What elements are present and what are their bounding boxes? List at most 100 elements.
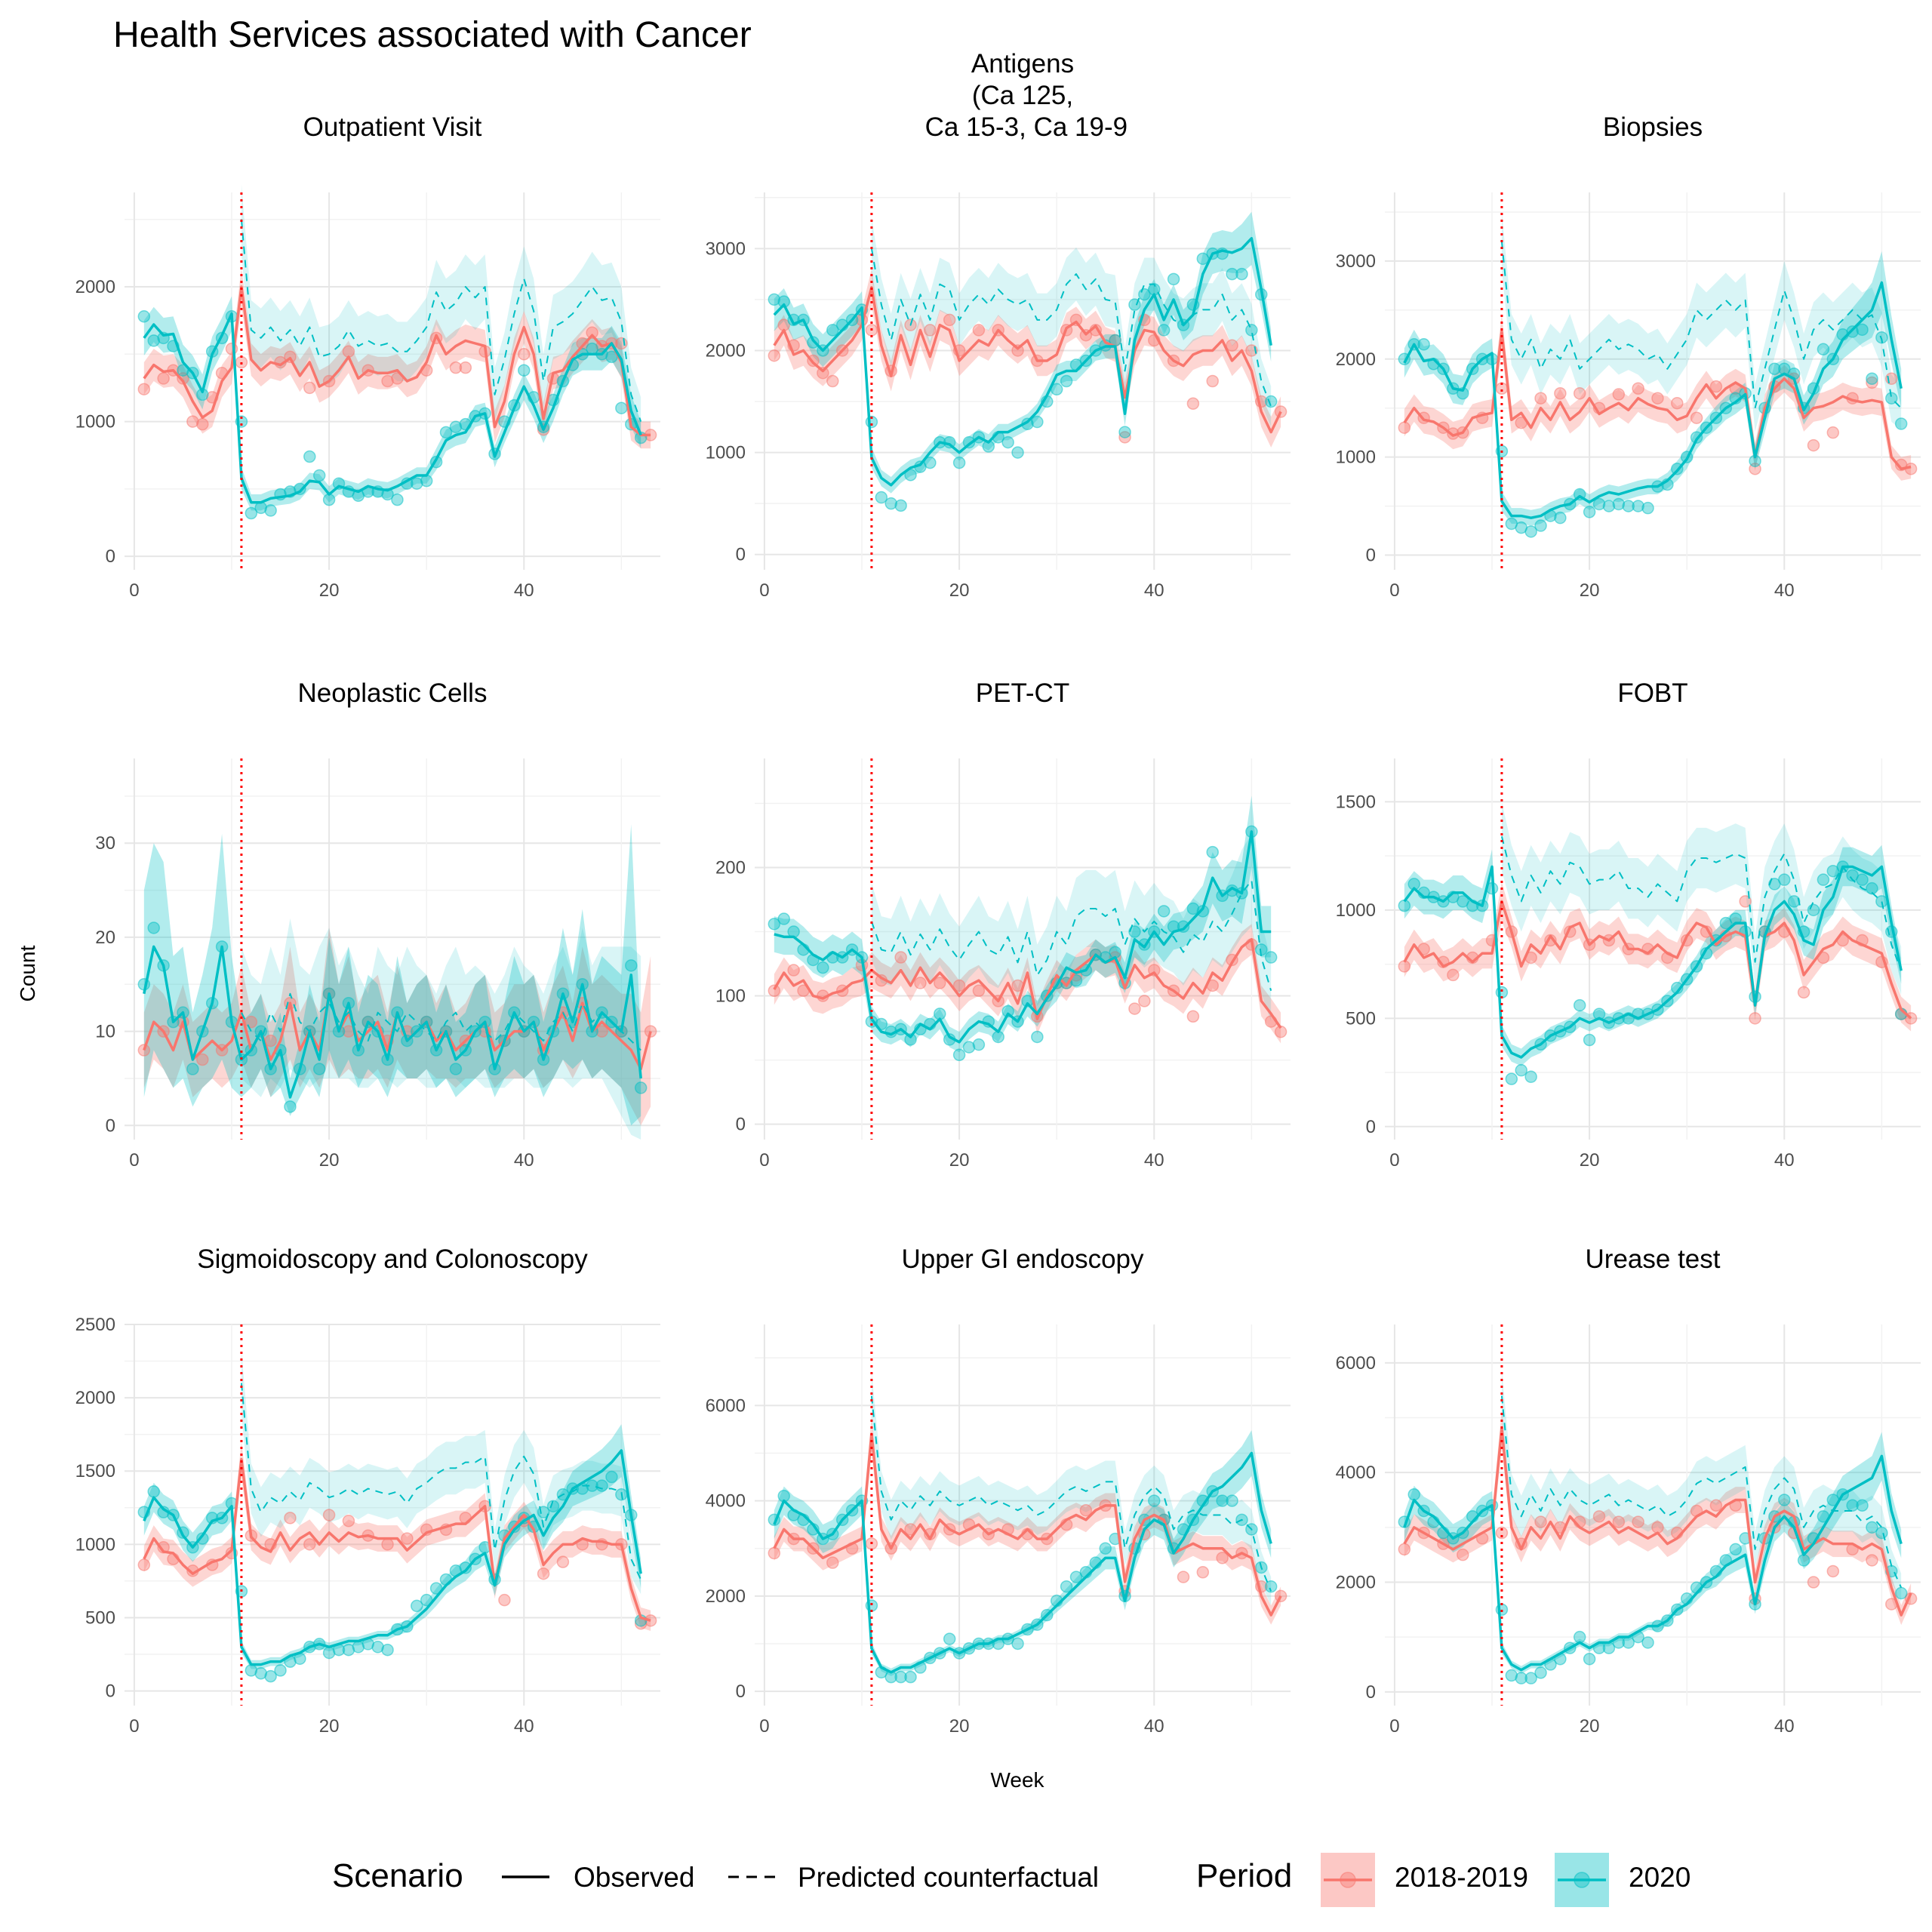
data-point: [342, 345, 355, 358]
panel-grid: [755, 758, 1291, 1140]
y-tick-label: 10: [95, 1022, 115, 1042]
data-point: [1797, 986, 1810, 999]
data-point: [1778, 873, 1791, 886]
data-point: [1206, 374, 1219, 388]
data-point: [1866, 372, 1878, 386]
x-tick-label: 20: [319, 580, 340, 601]
y-tick-label: 2000: [706, 340, 746, 361]
y-tick-label: 3000: [1336, 251, 1376, 272]
predicted-line: [870, 879, 1272, 992]
data-point: [137, 383, 151, 395]
data-point: [1787, 895, 1801, 908]
observed-line: [143, 1449, 642, 1666]
data-point: [147, 334, 160, 347]
y-axis-title: Count: [16, 945, 39, 1001]
data-point: [1264, 395, 1278, 408]
data-point: [196, 417, 209, 431]
x-tick-label: 0: [129, 580, 139, 601]
observed-line: [1403, 1427, 1912, 1617]
facet-title: Upper GI endoscopy: [901, 1244, 1144, 1274]
data-point: [1573, 386, 1586, 400]
data-point: [1186, 1010, 1200, 1023]
x-tick-label: 20: [319, 1716, 340, 1737]
data-point: [884, 497, 897, 510]
data-point: [768, 293, 781, 306]
x-tick-label: 40: [514, 1150, 534, 1171]
data-point: [264, 504, 277, 517]
observed-line: [143, 1457, 651, 1623]
data-point: [826, 1556, 839, 1569]
data-point: [371, 1641, 384, 1654]
data-point: [952, 979, 966, 992]
y-tick-label: 6000: [1336, 1353, 1376, 1374]
data-point: [934, 977, 946, 989]
data-point: [972, 984, 986, 998]
data-point: [943, 1632, 956, 1645]
y-tick-label: 2000: [75, 277, 115, 297]
panel-grid: [125, 758, 660, 1140]
x-tick-label: 40: [1774, 1716, 1795, 1737]
data-point: [817, 961, 829, 974]
data-point: [875, 491, 888, 504]
data-point: [1807, 903, 1820, 917]
data-point: [777, 912, 790, 925]
observed-line: [773, 237, 1272, 487]
confidence-band: [143, 268, 651, 449]
y-tick-label: 500: [85, 1607, 115, 1628]
data-point: [401, 1532, 414, 1545]
data-point: [1651, 1521, 1664, 1534]
y-tick-label: 2000: [1336, 349, 1376, 370]
data-point: [1524, 1672, 1537, 1684]
data-point: [1167, 272, 1180, 286]
data-point: [1505, 1072, 1518, 1085]
data-point: [274, 1664, 287, 1677]
data-point: [303, 1538, 316, 1551]
data-point: [1534, 519, 1547, 532]
data-point: [1856, 873, 1869, 886]
data-point: [1739, 895, 1752, 908]
data-point: [914, 977, 927, 989]
data-point: [904, 1670, 917, 1684]
predicted-line: [241, 992, 641, 1051]
data-point: [1398, 1543, 1411, 1556]
data-point: [1846, 1499, 1859, 1512]
data-point: [1001, 435, 1014, 449]
confidence-band: [774, 924, 1281, 1044]
panel-grid: [1385, 1324, 1921, 1706]
data-point: [312, 469, 326, 482]
y-tick-label: 2000: [75, 1388, 115, 1408]
data-point: [1196, 1566, 1210, 1579]
data-point: [254, 1667, 267, 1680]
data-point: [826, 324, 839, 337]
x-tick-label: 20: [1580, 1716, 1600, 1737]
legend-period-title: Period: [1196, 1857, 1292, 1894]
legend-observed-label: Observed: [574, 1862, 694, 1893]
data-point: [1709, 1499, 1723, 1512]
data-point: [943, 313, 956, 327]
x-tick-label: 0: [1389, 1150, 1399, 1171]
facet-title: Urease test: [1586, 1244, 1721, 1274]
data-point: [1128, 925, 1141, 938]
data-point: [924, 324, 937, 337]
confidence-band: [871, 834, 1272, 1022]
data-point: [1417, 338, 1430, 351]
data-point: [556, 1555, 570, 1568]
data-point: [1398, 960, 1411, 973]
x-tick-label: 40: [1144, 1150, 1164, 1171]
x-tick-label: 0: [129, 1150, 139, 1171]
data-point: [1894, 1586, 1908, 1600]
data-point: [1817, 343, 1830, 356]
data-point: [826, 374, 839, 388]
data-point: [952, 456, 966, 469]
x-tick-label: 0: [759, 1716, 769, 1737]
predicted-line: [240, 1383, 642, 1580]
data-point: [894, 499, 907, 512]
data-point: [1641, 501, 1654, 515]
y-tick-label: 2500: [75, 1315, 115, 1335]
legend-2018-2019-label: 2018-2019: [1395, 1862, 1528, 1893]
y-tick-label: 0: [106, 1115, 115, 1136]
data-point: [1573, 1630, 1586, 1644]
chart-title: Health Services associated with Cancer: [113, 15, 752, 55]
confidence-band: [1501, 801, 1902, 995]
